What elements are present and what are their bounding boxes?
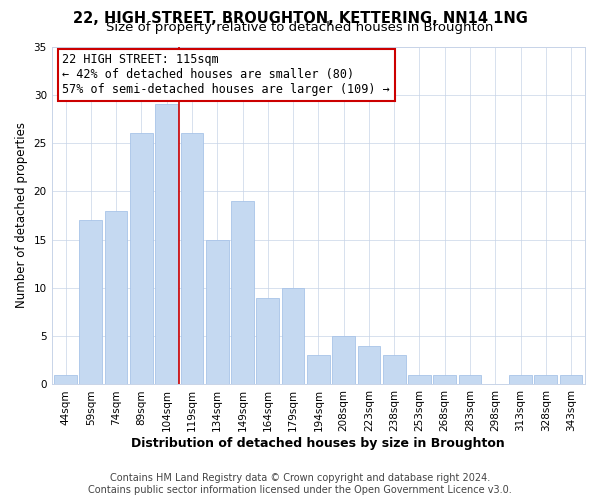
Y-axis label: Number of detached properties: Number of detached properties <box>15 122 28 308</box>
Bar <box>535 375 557 384</box>
Bar <box>130 134 153 384</box>
Bar <box>105 210 127 384</box>
Bar <box>206 240 229 384</box>
Bar <box>458 375 481 384</box>
X-axis label: Distribution of detached houses by size in Broughton: Distribution of detached houses by size … <box>131 437 505 450</box>
Text: Size of property relative to detached houses in Broughton: Size of property relative to detached ho… <box>106 21 494 34</box>
Bar <box>383 356 406 384</box>
Bar <box>307 356 330 384</box>
Bar <box>281 288 304 384</box>
Bar <box>181 134 203 384</box>
Bar <box>256 298 279 384</box>
Bar <box>358 346 380 385</box>
Bar <box>560 375 583 384</box>
Bar <box>433 375 456 384</box>
Bar <box>155 104 178 384</box>
Text: 22 HIGH STREET: 115sqm
← 42% of detached houses are smaller (80)
57% of semi-det: 22 HIGH STREET: 115sqm ← 42% of detached… <box>62 54 390 96</box>
Bar <box>231 201 254 384</box>
Text: 22, HIGH STREET, BROUGHTON, KETTERING, NN14 1NG: 22, HIGH STREET, BROUGHTON, KETTERING, N… <box>73 11 527 26</box>
Bar <box>79 220 102 384</box>
Bar <box>54 375 77 384</box>
Bar <box>408 375 431 384</box>
Text: Contains HM Land Registry data © Crown copyright and database right 2024.
Contai: Contains HM Land Registry data © Crown c… <box>88 474 512 495</box>
Bar <box>509 375 532 384</box>
Bar <box>332 336 355 384</box>
